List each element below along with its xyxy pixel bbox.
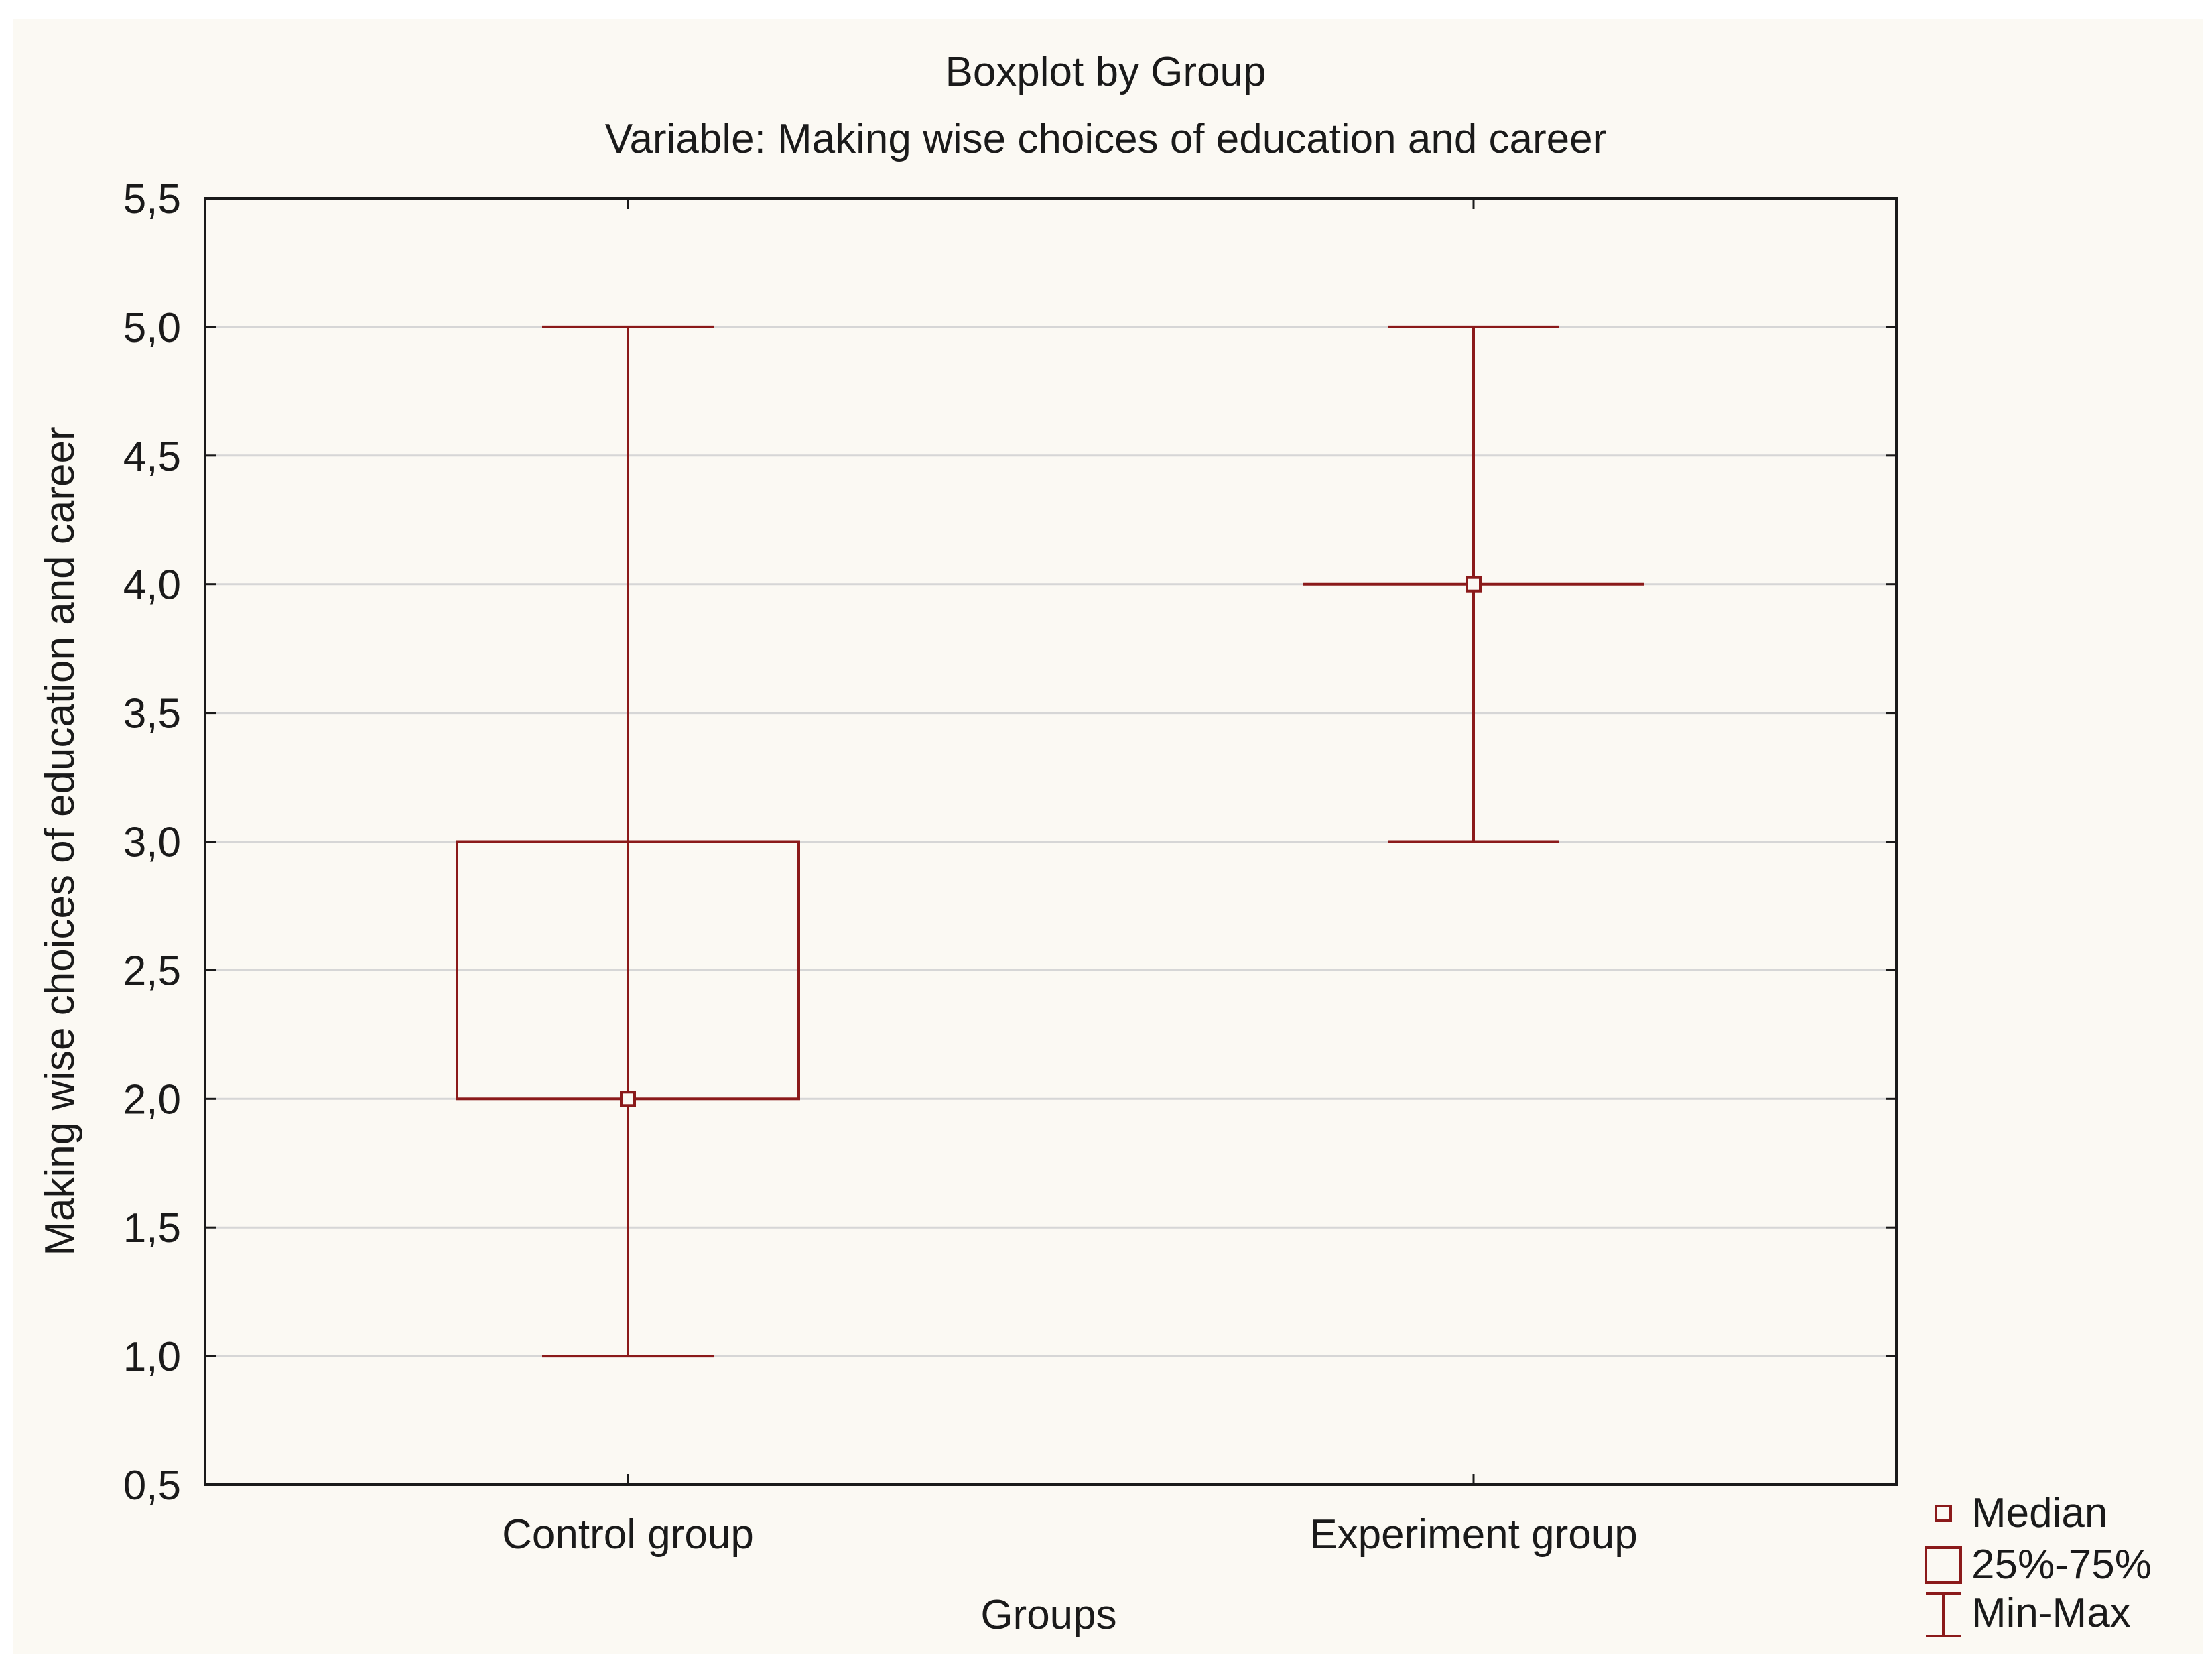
y-axis-label: Making wise choices of education and car… — [37, 426, 83, 1255]
legend-label: Min-Max — [1971, 1590, 2131, 1636]
y-tick-label: 1,0 — [123, 1334, 181, 1380]
box-group — [1303, 325, 1644, 843]
chart-subtitle: Variable: Making wise choices of educati… — [605, 116, 1607, 162]
chart-title: Boxplot by Group — [945, 49, 1266, 95]
iqr-box — [456, 840, 800, 1101]
legend-box-icon — [1925, 1546, 1962, 1584]
box-group — [456, 325, 800, 1358]
y-tick-label: 2,0 — [123, 1076, 181, 1123]
y-tick-label: 3,0 — [123, 820, 181, 866]
y-tick-label: 1,5 — [123, 1205, 181, 1251]
x-axis-label: Groups — [980, 1592, 1116, 1638]
x-axis-ticks: Control group Experiment group — [502, 198, 1638, 1558]
chart-background — [13, 19, 2203, 1654]
y-tick-label: 0,5 — [123, 1463, 181, 1509]
legend-item: Min-Max — [1926, 1590, 2131, 1637]
y-axis-ticks: 0,5 1,0 1,5 2,0 2,5 3,0 3,5 4,0 4,5 5,0 5,5 — [123, 176, 1896, 1509]
y-tick-label: 3,5 — [123, 691, 181, 737]
median-marker — [620, 1091, 636, 1107]
y-tick-label: 2,5 — [123, 948, 181, 994]
y-tick-label: 5,5 — [123, 176, 181, 223]
x-tick-label: Experiment group — [1309, 1511, 1637, 1558]
legend-label: 25%-75% — [1971, 1542, 2152, 1588]
legend-median-icon — [1935, 1505, 1952, 1522]
y-tick-label: 5,0 — [123, 305, 181, 351]
plot-area-border — [204, 197, 1898, 1486]
y-tick-label: 4,0 — [123, 562, 181, 609]
legend: Median 25%-75%Min-Max — [1925, 1490, 2152, 1637]
legend-item: 25%-75% — [1925, 1542, 2152, 1588]
legend-item: Median — [1935, 1490, 2107, 1536]
y-tick-label: 4,5 — [123, 434, 181, 480]
legend-label: Median — [1971, 1490, 2107, 1536]
boxplot-series — [456, 325, 1644, 1358]
median-marker — [1466, 576, 1482, 593]
x-tick-label: Control group — [502, 1511, 754, 1558]
